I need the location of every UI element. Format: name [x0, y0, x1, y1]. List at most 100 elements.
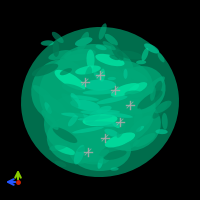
- Ellipse shape: [74, 145, 85, 165]
- Ellipse shape: [71, 106, 84, 118]
- Ellipse shape: [99, 98, 131, 112]
- Ellipse shape: [142, 48, 149, 61]
- Ellipse shape: [96, 96, 128, 104]
- Ellipse shape: [74, 74, 156, 146]
- Ellipse shape: [103, 41, 116, 50]
- Ellipse shape: [31, 59, 89, 121]
- Ellipse shape: [124, 69, 128, 79]
- Ellipse shape: [96, 70, 124, 80]
- Ellipse shape: [122, 68, 148, 82]
- Ellipse shape: [53, 40, 59, 57]
- Ellipse shape: [117, 122, 126, 138]
- Ellipse shape: [103, 112, 133, 118]
- Ellipse shape: [32, 64, 58, 76]
- Ellipse shape: [52, 32, 64, 43]
- Ellipse shape: [87, 61, 153, 119]
- Ellipse shape: [64, 49, 96, 61]
- Ellipse shape: [109, 55, 119, 60]
- Ellipse shape: [94, 72, 102, 81]
- Ellipse shape: [145, 76, 165, 94]
- Ellipse shape: [111, 44, 124, 61]
- Ellipse shape: [110, 167, 119, 171]
- Ellipse shape: [96, 45, 107, 50]
- Ellipse shape: [129, 115, 151, 135]
- Ellipse shape: [77, 146, 90, 152]
- Ellipse shape: [80, 110, 120, 114]
- Ellipse shape: [105, 34, 118, 46]
- Ellipse shape: [41, 40, 54, 46]
- Ellipse shape: [88, 149, 109, 162]
- Ellipse shape: [69, 129, 131, 171]
- Ellipse shape: [120, 139, 140, 151]
- Ellipse shape: [43, 95, 67, 115]
- Ellipse shape: [137, 90, 163, 110]
- Ellipse shape: [62, 84, 88, 96]
- Ellipse shape: [133, 140, 138, 147]
- Ellipse shape: [117, 50, 143, 60]
- Ellipse shape: [144, 43, 159, 53]
- Ellipse shape: [72, 127, 104, 133]
- Ellipse shape: [41, 110, 59, 130]
- Ellipse shape: [55, 161, 66, 167]
- Ellipse shape: [75, 37, 92, 46]
- Ellipse shape: [153, 81, 162, 98]
- Ellipse shape: [55, 145, 75, 155]
- Ellipse shape: [33, 85, 51, 99]
- Ellipse shape: [44, 102, 52, 114]
- Ellipse shape: [61, 93, 78, 108]
- Ellipse shape: [78, 115, 112, 121]
- Ellipse shape: [87, 50, 95, 70]
- Ellipse shape: [61, 113, 89, 117]
- Ellipse shape: [70, 93, 81, 107]
- Ellipse shape: [154, 101, 172, 113]
- Ellipse shape: [87, 153, 106, 164]
- Ellipse shape: [83, 114, 117, 126]
- Ellipse shape: [75, 65, 101, 75]
- Ellipse shape: [85, 109, 102, 124]
- Ellipse shape: [155, 129, 168, 134]
- Ellipse shape: [53, 127, 77, 143]
- Ellipse shape: [123, 95, 132, 112]
- Ellipse shape: [99, 99, 161, 151]
- Ellipse shape: [99, 23, 107, 40]
- Ellipse shape: [114, 66, 166, 114]
- Ellipse shape: [47, 106, 52, 116]
- Ellipse shape: [111, 83, 139, 97]
- Ellipse shape: [68, 115, 78, 126]
- Ellipse shape: [134, 108, 143, 133]
- Ellipse shape: [86, 121, 124, 127]
- Ellipse shape: [128, 82, 147, 94]
- Ellipse shape: [158, 53, 165, 62]
- Ellipse shape: [95, 54, 125, 66]
- Ellipse shape: [48, 50, 72, 60]
- Ellipse shape: [77, 32, 89, 53]
- Ellipse shape: [39, 54, 131, 136]
- Ellipse shape: [112, 122, 120, 128]
- Ellipse shape: [71, 95, 99, 101]
- Ellipse shape: [84, 66, 92, 85]
- Ellipse shape: [136, 60, 146, 64]
- Ellipse shape: [44, 94, 116, 156]
- Ellipse shape: [47, 116, 103, 164]
- Ellipse shape: [81, 156, 109, 164]
- Ellipse shape: [136, 126, 144, 132]
- Ellipse shape: [98, 157, 103, 169]
- Ellipse shape: [96, 106, 112, 113]
- Ellipse shape: [125, 90, 143, 98]
- Ellipse shape: [75, 139, 105, 151]
- Ellipse shape: [21, 27, 179, 177]
- Ellipse shape: [70, 99, 100, 111]
- Ellipse shape: [74, 147, 80, 160]
- Ellipse shape: [57, 44, 134, 96]
- Ellipse shape: [100, 69, 105, 82]
- Ellipse shape: [162, 113, 168, 130]
- Ellipse shape: [83, 89, 117, 95]
- Ellipse shape: [103, 150, 127, 160]
- Ellipse shape: [60, 68, 72, 75]
- Ellipse shape: [84, 79, 116, 90]
- Ellipse shape: [134, 133, 156, 147]
- Ellipse shape: [104, 129, 119, 137]
- Ellipse shape: [108, 77, 116, 80]
- Ellipse shape: [105, 132, 135, 148]
- Ellipse shape: [152, 101, 168, 119]
